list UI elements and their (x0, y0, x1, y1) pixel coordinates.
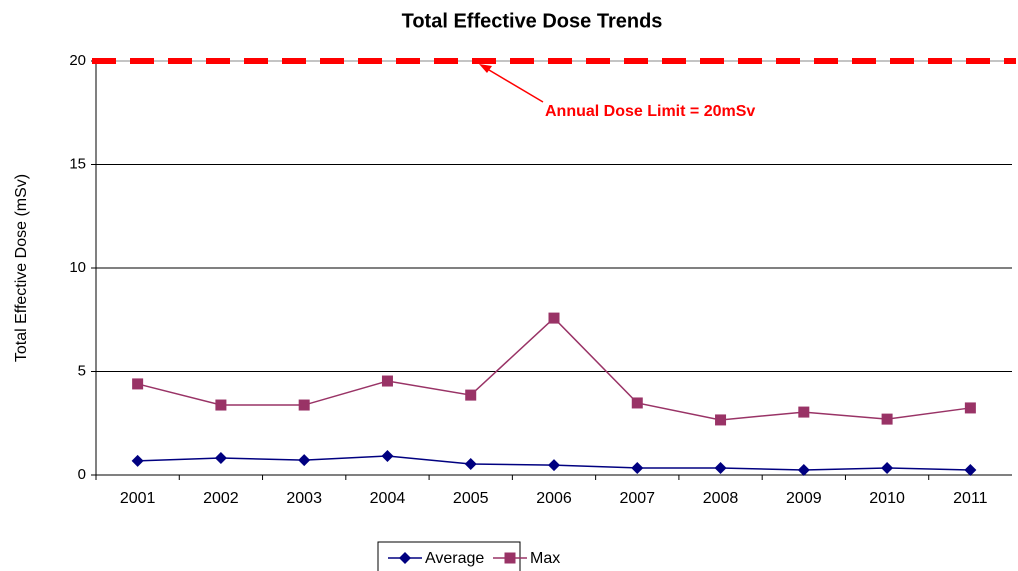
y-tick-label: 10 (69, 259, 86, 276)
x-tick-label: 2002 (203, 490, 239, 507)
marker (881, 413, 893, 425)
marker (964, 402, 976, 414)
marker (215, 399, 227, 411)
marker (399, 552, 411, 564)
marker (714, 461, 727, 474)
x-tick-label: 2009 (786, 490, 822, 507)
x-tick-label: 2005 (453, 490, 489, 507)
arrow-head (479, 64, 492, 73)
x-tick-label: 2004 (370, 490, 406, 507)
marker (465, 389, 477, 401)
x-tick-label: 2006 (536, 490, 572, 507)
marker (631, 461, 644, 474)
marker (131, 454, 144, 467)
marker (798, 406, 810, 418)
marker (132, 378, 144, 390)
marker (548, 312, 560, 324)
y-tick-label: 0 (78, 466, 86, 483)
marker (214, 452, 227, 465)
x-tick-label: 2011 (953, 490, 988, 507)
marker (715, 414, 727, 426)
series-line (137, 317, 971, 421)
y-tick-label: 5 (78, 362, 86, 379)
y-axis-label: Total Effective Dose (mSv) (13, 174, 30, 362)
legend-label: Average (425, 550, 484, 567)
marker (548, 459, 560, 472)
marker (381, 375, 393, 387)
x-tick-label: 2001 (120, 490, 156, 507)
marker (631, 397, 643, 409)
x-tick-label: 2010 (869, 490, 905, 507)
chart-title: Total Effective Dose Trends (402, 10, 663, 32)
legend-label: Max (530, 550, 560, 567)
x-tick-label: 2008 (703, 490, 739, 507)
x-tick-label: 2003 (286, 490, 322, 507)
marker (381, 449, 394, 462)
marker (797, 464, 810, 477)
marker (881, 461, 894, 474)
annotation-arrow (483, 66, 544, 103)
marker (464, 458, 477, 471)
marker (504, 552, 516, 564)
marker (298, 399, 310, 411)
marker (964, 464, 977, 477)
annotation: Annual Dose Limit = 20mSv (545, 103, 755, 120)
y-tick-label: 15 (69, 155, 86, 172)
x-tick-label: 2007 (619, 490, 655, 507)
marker (298, 454, 311, 467)
y-tick-label: 20 (69, 52, 86, 69)
